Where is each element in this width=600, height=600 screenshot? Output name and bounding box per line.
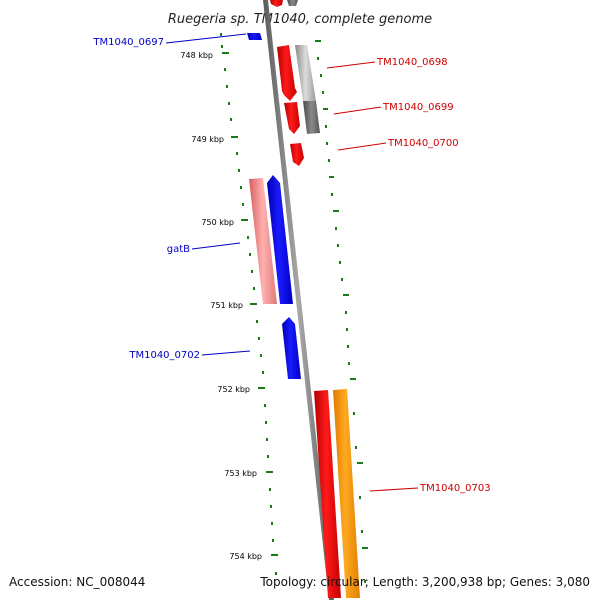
gene-tm1040-0700[interactable] [290, 143, 304, 166]
outer-dotted-guide [315, 40, 368, 583]
label-tm1040-0700[interactable]: TM1040_0700 [387, 138, 459, 149]
label-leaders [165, 33, 419, 492]
genome-backbone [263, 0, 334, 600]
gene-tm1040-0698[interactable] [277, 45, 297, 101]
accession-text: Accession: NC_008044 [9, 575, 145, 589]
label-tm1040-0702[interactable]: TM1040_0702 [128, 350, 200, 361]
gene-tm1040-0699-ortholog[interactable] [303, 101, 320, 134]
gene-labels: TM1040_0697 TM1040_0698 TM1040_0699 TM10… [92, 37, 490, 494]
gene-features [247, 0, 360, 598]
label-tm1040-0703[interactable]: TM1040_0703 [419, 483, 491, 494]
gene-gatb[interactable] [267, 175, 293, 304]
gene-tm1040-0703-ortholog[interactable] [333, 389, 360, 598]
tick-label: 748 kbp [180, 51, 213, 60]
gene-feature-fragment[interactable] [270, 0, 283, 7]
tick-label: 751 kbp [210, 301, 243, 310]
gene-gatb-ortholog[interactable] [249, 178, 277, 304]
map-title: Ruegeria sp. TM1040, complete genome [168, 12, 432, 27]
label-tm1040-0699[interactable]: TM1040_0699 [382, 102, 454, 113]
gene-tm1040-0697[interactable] [247, 33, 262, 40]
label-tm1040-0697[interactable]: TM1040_0697 [92, 37, 164, 48]
label-gatb[interactable]: gatB [167, 244, 190, 255]
gene-tm1040-0703[interactable] [314, 390, 341, 598]
tick-label: 753 kbp [224, 469, 257, 478]
gene-tm1040-0699[interactable] [284, 102, 300, 134]
tick-label: 754 kbp [229, 552, 262, 561]
topology-text: Topology: circular; Length: 3,200,938 bp… [259, 575, 590, 589]
tick-label: 750 kbp [201, 218, 234, 227]
gene-tm1040-0698-ortholog[interactable] [295, 45, 316, 101]
label-tm1040-0698[interactable]: TM1040_0698 [376, 57, 448, 68]
tick-label: 749 kbp [191, 135, 224, 144]
tick-labels: 748 kbp 749 kbp 750 kbp 751 kbp 752 kbp … [180, 51, 262, 561]
tick-label: 752 kbp [217, 385, 250, 394]
gene-tm1040-0702[interactable] [282, 317, 301, 379]
major-ticks [222, 52, 278, 556]
inner-dotted-guide [220, 33, 277, 575]
gene-feature-fragment[interactable] [287, 0, 298, 6]
